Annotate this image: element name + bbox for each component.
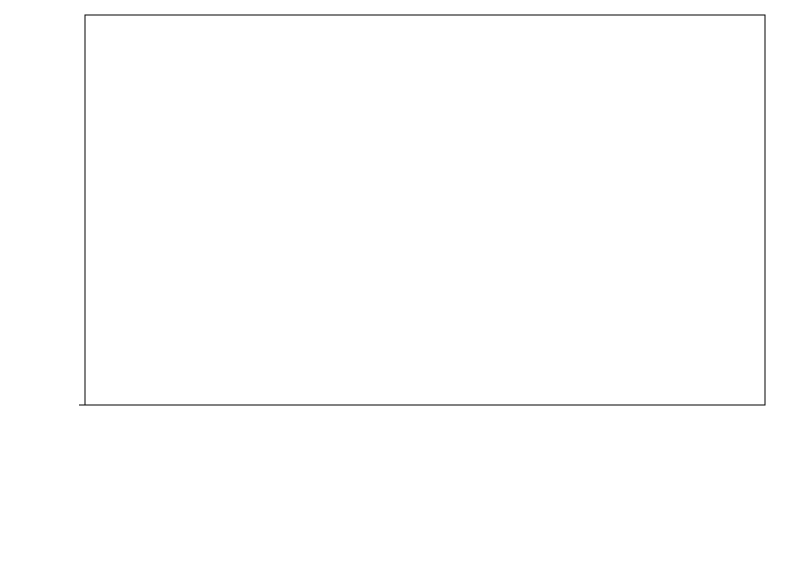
chart-bg	[0, 0, 800, 563]
